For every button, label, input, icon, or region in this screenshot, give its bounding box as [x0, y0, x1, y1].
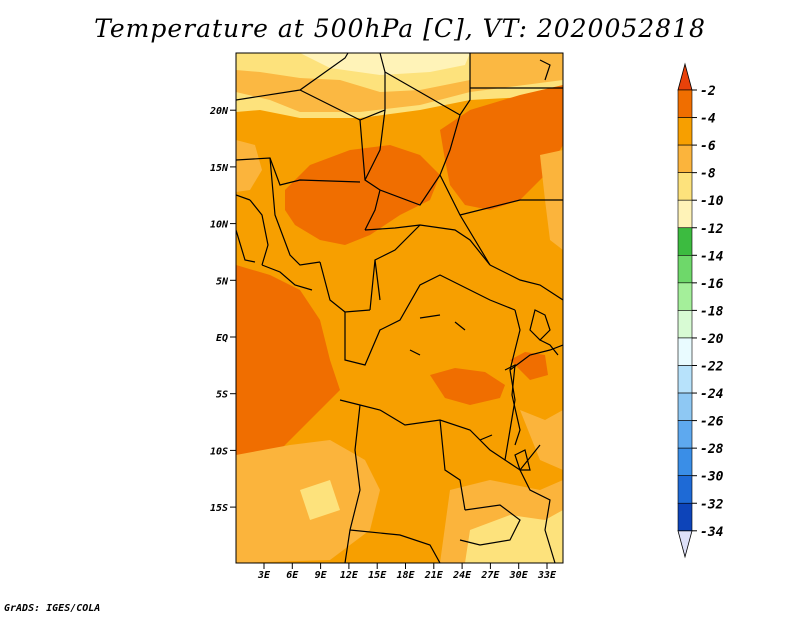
- colorbar-label: -10: [700, 194, 724, 209]
- colorbar-label: -34: [700, 525, 724, 540]
- colorbar-swatch: [677, 117, 693, 146]
- contour-light-sw2: [300, 480, 340, 520]
- colorbar-swatch: [677, 89, 693, 118]
- map-frame: [235, 52, 564, 564]
- longitude-labels: 3E 6E 9E 12E 15E 18E 21E 24E 27E 30E 33E: [257, 563, 557, 581]
- lon-label: 21E: [424, 570, 444, 581]
- temperature-field: [236, 53, 563, 563]
- lon-label: 27E: [480, 570, 500, 581]
- lat-label: 20N: [209, 106, 229, 117]
- colorbar-swatch: [677, 282, 693, 311]
- colorbar-swatch: [677, 310, 693, 339]
- lon-label: 9E: [315, 570, 328, 581]
- country-borders: [236, 53, 563, 563]
- colorbar-label: -18: [700, 304, 724, 319]
- lon-label: 18E: [396, 570, 415, 581]
- lat-label: 5N: [216, 276, 229, 287]
- lon-label: 6E: [286, 570, 299, 581]
- credit-text: GrADS: IGES/COLA: [4, 603, 101, 614]
- colorbar-label: -2: [700, 84, 716, 99]
- lon-label: 24E: [452, 570, 472, 581]
- colorbar-label: -12: [700, 222, 724, 237]
- lat-label: 10N: [210, 220, 229, 231]
- colorbar-label: -14: [700, 249, 724, 264]
- colorbar-label: -32: [700, 497, 724, 512]
- contour-dark-ne: [440, 85, 563, 210]
- contour-dark-congo: [430, 368, 505, 405]
- contour-dark-nw: [236, 140, 262, 192]
- colorbar-swatch: [677, 420, 693, 449]
- colorbar-label: -24: [700, 387, 724, 402]
- contour-light-east: [520, 410, 563, 470]
- colorbar-label: -4: [700, 112, 716, 127]
- lat-label: 10S: [210, 446, 228, 457]
- lat-label: 15S: [210, 503, 228, 514]
- contour-pale-se: [465, 510, 563, 563]
- contour-dark-east-lake: [510, 352, 548, 380]
- contour-lighter-top: [300, 53, 470, 75]
- contour-dark-west: [236, 265, 340, 455]
- lon-label: 12E: [340, 570, 359, 581]
- colorbar: [677, 62, 693, 559]
- colorbar-labels: -2 -4 -6 -8 -10 -12 -14 -16 -18 -20 -22 -24 -26 -28 -3…: [692, 84, 724, 540]
- colorbar-swatch: [677, 172, 693, 201]
- colorbar-swatch: [677, 199, 693, 229]
- lon-label: 33E: [537, 570, 557, 581]
- colorbar-label: -20: [700, 332, 724, 347]
- colorbar-label: -26: [700, 415, 724, 430]
- colorbar-swatch: [677, 502, 693, 532]
- colorbar-label: -28: [700, 442, 724, 457]
- contour-dark-sahel: [285, 145, 440, 245]
- colorbar-swatch: [677, 475, 693, 504]
- colorbar-label: -8: [700, 167, 716, 182]
- lat-label: 15N: [210, 163, 229, 174]
- colorbar-label: -16: [700, 277, 724, 292]
- page-title: Temperature at 500hPa [C], VT: 202005281…: [94, 14, 706, 43]
- lat-label: EQ: [216, 333, 228, 344]
- colorbar-label: -6: [700, 139, 716, 154]
- colorbar-top-arrow: [677, 62, 693, 91]
- colorbar-swatch: [677, 392, 693, 421]
- lat-label: 5S: [216, 390, 228, 401]
- colorbar-swatch: [677, 447, 693, 476]
- lon-label: 3E: [257, 570, 271, 581]
- colorbar-swatch: [677, 337, 693, 366]
- colorbar-swatch: [677, 227, 693, 256]
- colorbar-swatch: [677, 144, 693, 173]
- colorbar-bottom-arrow: [677, 530, 693, 559]
- colorbar-label: -22: [700, 360, 724, 375]
- latitude-labels: 20N 15N 10N 5N EQ 5S 10S 15S: [209, 106, 236, 514]
- colorbar-label: -30: [700, 470, 724, 485]
- colorbar-swatch: [677, 255, 693, 284]
- lon-label: 30E: [509, 570, 529, 581]
- colorbar-swatch: [677, 365, 693, 394]
- lon-label: 15E: [368, 570, 387, 581]
